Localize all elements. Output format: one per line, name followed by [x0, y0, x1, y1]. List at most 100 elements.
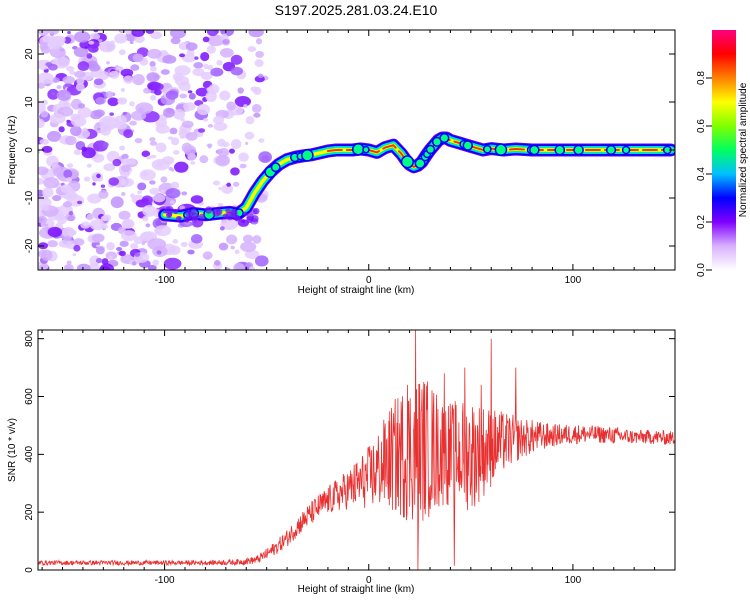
noise-blob — [121, 191, 126, 197]
noise-blob — [92, 233, 105, 243]
noise-blob — [169, 200, 175, 205]
ridge-halo — [252, 207, 260, 215]
noise-blob — [58, 239, 72, 248]
noise-blob — [101, 258, 109, 265]
noise-blob — [155, 124, 170, 134]
snr-xtick-label: 0 — [366, 575, 372, 586]
noise-blob — [80, 221, 91, 229]
noise-blob — [124, 30, 134, 35]
noise-blob — [38, 30, 49, 36]
noise-blob — [77, 61, 90, 72]
noise-blob — [93, 30, 99, 33]
noise-blob — [160, 69, 170, 75]
noise-blob — [233, 263, 245, 270]
noise-blob — [51, 92, 56, 96]
spectrogram-ytick-label: -20 — [24, 238, 35, 253]
noise-blob — [217, 202, 224, 207]
noise-blob — [86, 213, 95, 221]
noise-blob — [154, 89, 162, 96]
noise-blob — [73, 238, 85, 246]
noise-blob — [199, 155, 209, 164]
noise-blob — [67, 229, 77, 236]
ridge-bead — [621, 145, 631, 155]
noise-blob — [95, 97, 106, 105]
noise-blob — [218, 187, 222, 191]
ridge-halo — [162, 209, 168, 214]
noise-blob — [134, 34, 145, 44]
noise-blob — [234, 249, 240, 255]
noise-blob — [146, 72, 160, 83]
noise-blob — [95, 246, 105, 255]
noise-blob — [196, 104, 211, 116]
noise-blob — [47, 240, 58, 248]
noise-blob — [181, 120, 194, 129]
noise-blob — [83, 176, 91, 182]
noise-blob — [48, 40, 61, 50]
ridge-layers — [158, 131, 675, 223]
noise-blob — [149, 141, 158, 146]
noise-blob — [48, 63, 58, 71]
noise-blob — [213, 260, 221, 266]
noise-blob — [174, 65, 191, 76]
ridge-bead — [494, 143, 508, 156]
noise-blob — [120, 87, 126, 93]
snr-xtick-label: -100 — [155, 575, 175, 586]
noise-blob — [88, 40, 95, 45]
noise-blob — [205, 91, 217, 103]
noise-blob — [134, 252, 141, 257]
noise-blob — [87, 193, 102, 204]
noise-blob — [252, 235, 262, 244]
noise-blob — [63, 36, 72, 44]
noise-blob — [137, 182, 147, 191]
noise-blob — [81, 147, 96, 159]
noise-blob — [38, 215, 48, 224]
noise-blob — [150, 65, 157, 72]
noise-blob — [228, 148, 235, 154]
noise-blob — [156, 250, 162, 255]
noise-blob — [38, 150, 41, 154]
noise-blob — [173, 149, 180, 155]
noise-blob — [93, 109, 105, 118]
ridge-bead — [462, 140, 473, 151]
noise-blob — [58, 214, 65, 221]
noise-blob — [99, 43, 108, 51]
noise-blob — [187, 90, 193, 94]
noise-blob — [47, 30, 60, 35]
noise-blob — [149, 61, 156, 68]
snr-ytick-label: 0 — [24, 567, 35, 573]
noise-blob — [242, 234, 254, 243]
noise-blob — [107, 97, 119, 107]
noise-blob — [96, 173, 101, 179]
noise-blob — [194, 56, 199, 60]
noise-blob — [102, 141, 109, 148]
noise-blob — [96, 244, 101, 248]
noise-blob — [56, 89, 72, 101]
noise-blob — [86, 163, 92, 168]
ridge-halo — [242, 211, 248, 216]
noise-blob — [178, 81, 191, 92]
snr-axes: -100 0 100 0 200 400 600 800 — [24, 330, 676, 586]
noise-blob — [149, 137, 156, 142]
noise-blob — [42, 99, 48, 106]
noise-blob — [147, 238, 167, 251]
ridge-bead — [425, 144, 436, 155]
noise-blob — [147, 264, 157, 270]
noise-blob — [74, 70, 86, 79]
noise-blob — [70, 116, 87, 127]
noise-blob — [103, 163, 116, 172]
noise-blob — [179, 53, 186, 58]
noise-blob — [150, 154, 157, 159]
noise-blob — [250, 86, 258, 92]
noise-blob — [195, 131, 204, 137]
noise-blob — [114, 33, 128, 44]
noise-blob — [248, 30, 264, 38]
noise-blob — [222, 39, 230, 45]
noise-blob — [77, 107, 92, 118]
noise-blob — [245, 141, 249, 145]
noise-blob — [73, 47, 89, 58]
spectrogram-xtick-label: 0 — [366, 275, 372, 286]
noise-blob — [89, 32, 101, 41]
snr-ylabel: SNR (10 * v/v) — [7, 418, 18, 482]
noise-blob — [66, 260, 72, 265]
